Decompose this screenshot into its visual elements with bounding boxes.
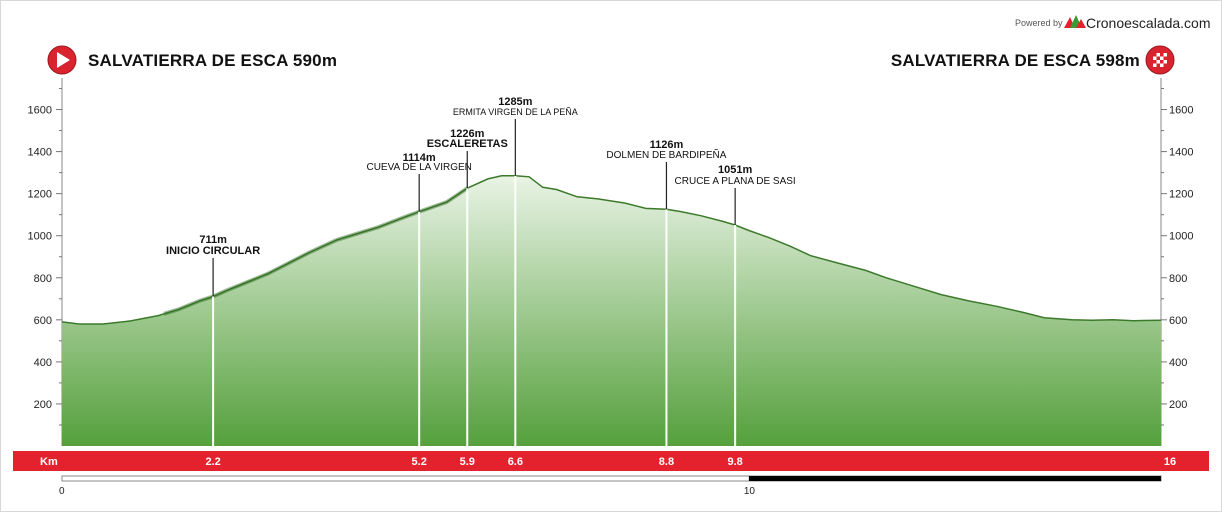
y-tick-label-right: 200 bbox=[1169, 399, 1187, 411]
finish-flag-square bbox=[1160, 60, 1164, 64]
y-tick-label-left: 1000 bbox=[28, 231, 52, 243]
y-tick-label-right: 600 bbox=[1169, 315, 1187, 327]
y-tick-label-right: 400 bbox=[1169, 357, 1187, 369]
y-tick-label-right: 1400 bbox=[1169, 147, 1193, 159]
y-tick-label-left: 1600 bbox=[28, 105, 52, 117]
waypoint-km-label: 5.2 bbox=[412, 456, 427, 468]
start-icon-ring bbox=[47, 45, 77, 75]
y-tick-label-left: 1400 bbox=[28, 147, 52, 159]
waypoint-name-label: CUEVA DE LA VIRGEN bbox=[366, 162, 471, 173]
end-location-title: SALVATIERRA DE ESCA 598m bbox=[890, 51, 1140, 70]
km-band bbox=[13, 451, 1209, 471]
waypoint-elevation-label: 1126m bbox=[650, 139, 684, 151]
waypoint-elevation-label: 1285m bbox=[498, 96, 532, 108]
finish-flag-square bbox=[1160, 53, 1164, 57]
waypoint-elevation-label: 1051m bbox=[718, 164, 752, 176]
y-tick-label-right: 1000 bbox=[1169, 231, 1193, 243]
waypoint-name-label: INICIO CIRCULAR bbox=[166, 245, 260, 257]
scale-bar-label: 0 bbox=[59, 486, 65, 497]
waypoint-km-label: 9.8 bbox=[727, 456, 742, 468]
profile-area bbox=[62, 175, 1161, 447]
finish-icon-ring bbox=[1145, 45, 1175, 75]
waypoint-name-label: DOLMEN DE BARDIPEÑA bbox=[606, 148, 726, 161]
scale-bar-label: 10 bbox=[744, 486, 756, 497]
finish-flag-square bbox=[1153, 53, 1157, 57]
y-tick-label-right: 800 bbox=[1169, 273, 1187, 285]
play-start-icon bbox=[47, 45, 77, 75]
brand-site-name[interactable]: Cronoescalada.com bbox=[1086, 15, 1211, 31]
finish-flag-square bbox=[1163, 56, 1167, 60]
finish-flag-square bbox=[1153, 60, 1157, 64]
y-tick-label-left: 600 bbox=[34, 315, 52, 327]
checkered-finish-flag-icon bbox=[1145, 45, 1175, 75]
start-location-title: SALVATIERRA DE ESCA 590m bbox=[88, 51, 338, 70]
profile-line bbox=[61, 175, 1162, 325]
waypoint-elevation-label: 1114m bbox=[403, 152, 436, 164]
scale-bar-fill bbox=[748, 476, 1161, 481]
finish-flag-square bbox=[1163, 63, 1167, 67]
finish-flag-square bbox=[1156, 56, 1160, 60]
waypoint-km-label: 5.9 bbox=[460, 456, 475, 468]
powered-by-label: Powered by bbox=[1015, 18, 1063, 28]
km-band-end-label: 16 bbox=[1164, 456, 1176, 468]
waypoint-km-label: 6.6 bbox=[508, 456, 523, 468]
y-tick-label-left: 1200 bbox=[28, 189, 52, 201]
mountain-peaks-icon[interactable] bbox=[1064, 14, 1086, 28]
y-tick-label-left: 200 bbox=[34, 399, 52, 411]
profile-steep-segment bbox=[61, 173, 1162, 326]
waypoint-elevation-label: 1226m bbox=[450, 128, 484, 140]
y-tick-label-right: 1600 bbox=[1169, 105, 1193, 117]
finish-flag-square bbox=[1156, 63, 1160, 67]
y-tick-label-left: 400 bbox=[34, 357, 52, 369]
y-tick-label-left: 800 bbox=[34, 273, 52, 285]
waypoint-km-label: 2.2 bbox=[205, 456, 220, 468]
waypoint-name-label: CRUCE A PLANA DE SASI bbox=[675, 176, 796, 187]
start-icon-triangle bbox=[57, 52, 70, 68]
waypoint-name-label: ERMITA VIRGEN DE LA PEÑA bbox=[453, 107, 578, 117]
waypoint-km-label: 8.8 bbox=[659, 456, 674, 468]
y-tick-label-right: 1200 bbox=[1169, 189, 1193, 201]
waypoint-elevation-label: 711m bbox=[199, 234, 227, 246]
waypoint-name-label: ESCALERETAS bbox=[427, 138, 508, 150]
km-band-label: Km bbox=[40, 456, 58, 468]
